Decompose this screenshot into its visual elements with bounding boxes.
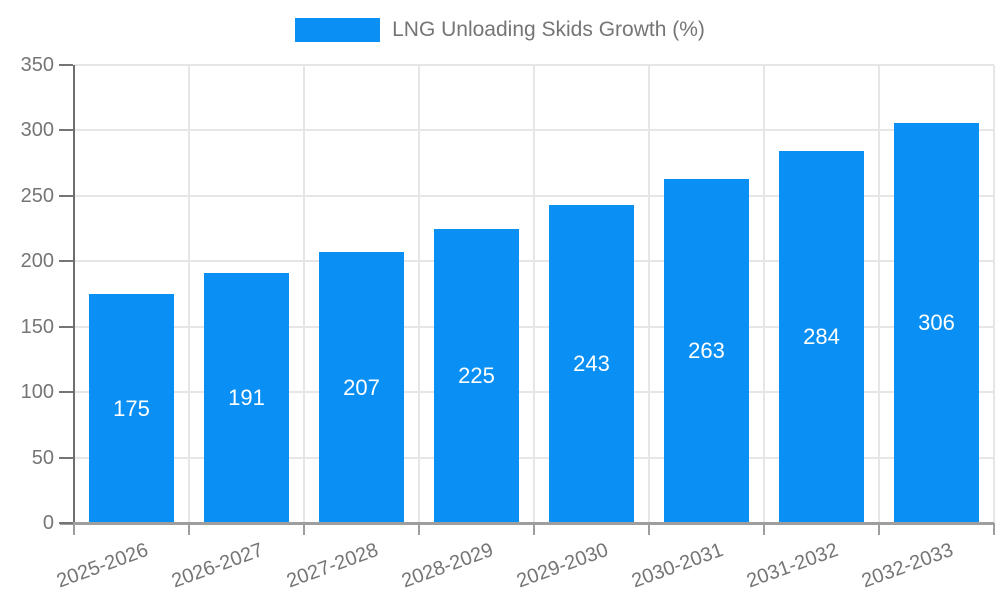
y-axis-tick bbox=[59, 325, 73, 328]
bar-value-label: 191 bbox=[228, 385, 265, 411]
x-axis-category-label: 2027-2028 bbox=[283, 539, 382, 593]
gridline-vertical bbox=[648, 65, 650, 523]
x-axis-category-label: 2029-2030 bbox=[513, 539, 612, 593]
x-axis-tick bbox=[418, 523, 420, 535]
y-axis-line bbox=[73, 65, 75, 535]
gridline-vertical bbox=[763, 65, 765, 523]
y-axis-tick-label: 250 bbox=[20, 184, 54, 207]
y-axis-tick bbox=[59, 260, 73, 263]
gridline-vertical bbox=[188, 65, 190, 523]
x-axis-tick bbox=[993, 523, 995, 535]
y-axis-tick-label: 0 bbox=[42, 512, 54, 534]
gridline-vertical bbox=[878, 65, 880, 523]
legend-swatch bbox=[295, 18, 381, 42]
legend-label: LNG Unloading Skids Growth (%) bbox=[392, 18, 705, 41]
bar-value-label: 243 bbox=[573, 351, 610, 376]
bar-value-label: 175 bbox=[113, 395, 150, 421]
x-axis-tick bbox=[73, 523, 75, 535]
x-axis-category-label: 2031-2032 bbox=[743, 539, 842, 593]
y-axis-tick-label: 150 bbox=[20, 315, 54, 338]
x-axis-category-label: 2026-2027 bbox=[168, 539, 267, 593]
x-axis-tick bbox=[533, 523, 535, 535]
y-axis-tick-label: 300 bbox=[20, 119, 54, 142]
y-axis-tick-label: 100 bbox=[20, 381, 54, 404]
legend: LNG Unloading Skids Growth (%) bbox=[0, 18, 1000, 42]
x-axis-tick bbox=[303, 523, 305, 535]
x-axis-line bbox=[60, 522, 994, 525]
y-axis-tick bbox=[59, 194, 73, 197]
x-axis-tick bbox=[763, 523, 765, 535]
x-axis-category-label: 2028-2029 bbox=[398, 539, 497, 593]
bar-2026-2027[interactable]: 191 bbox=[204, 273, 289, 523]
bar-2029-2030[interactable]: 243 bbox=[549, 205, 634, 523]
x-axis-category-label: 2032-2033 bbox=[858, 539, 957, 593]
gridline-vertical bbox=[533, 65, 535, 523]
bar-value-label: 284 bbox=[803, 324, 840, 350]
bar-2031-2032[interactable]: 284 bbox=[779, 151, 864, 523]
gridline-vertical bbox=[418, 65, 420, 523]
y-axis-tick bbox=[59, 456, 73, 459]
y-axis-tick-label: 200 bbox=[20, 250, 54, 273]
y-axis-tick-label: 50 bbox=[31, 446, 54, 469]
bar-2025-2026[interactable]: 175 bbox=[89, 294, 174, 523]
bar-2027-2028[interactable]: 207 bbox=[319, 252, 404, 523]
bar-value-label: 225 bbox=[458, 362, 495, 388]
x-axis-category-label: 2030-2031 bbox=[628, 539, 727, 593]
bar-2028-2029[interactable]: 225 bbox=[434, 228, 519, 523]
bar-value-label: 207 bbox=[343, 374, 380, 400]
y-axis-tick-label: 350 bbox=[20, 54, 54, 76]
y-axis-tick bbox=[59, 64, 73, 66]
x-axis-tick bbox=[648, 523, 650, 535]
bar-value-label: 306 bbox=[918, 309, 955, 335]
bar-2030-2031[interactable]: 263 bbox=[664, 178, 749, 523]
bar-value-label: 263 bbox=[688, 337, 725, 363]
gridline-vertical bbox=[303, 65, 305, 523]
x-axis-tick bbox=[188, 523, 190, 535]
y-axis-tick bbox=[59, 129, 73, 132]
x-axis-tick bbox=[878, 523, 880, 535]
bar-2032-2033[interactable]: 306 bbox=[894, 122, 979, 523]
y-axis-tick bbox=[59, 522, 73, 524]
x-axis-category-label: 2025-2026 bbox=[53, 539, 152, 593]
gridline-vertical bbox=[993, 65, 995, 523]
y-axis-tick bbox=[59, 391, 73, 394]
